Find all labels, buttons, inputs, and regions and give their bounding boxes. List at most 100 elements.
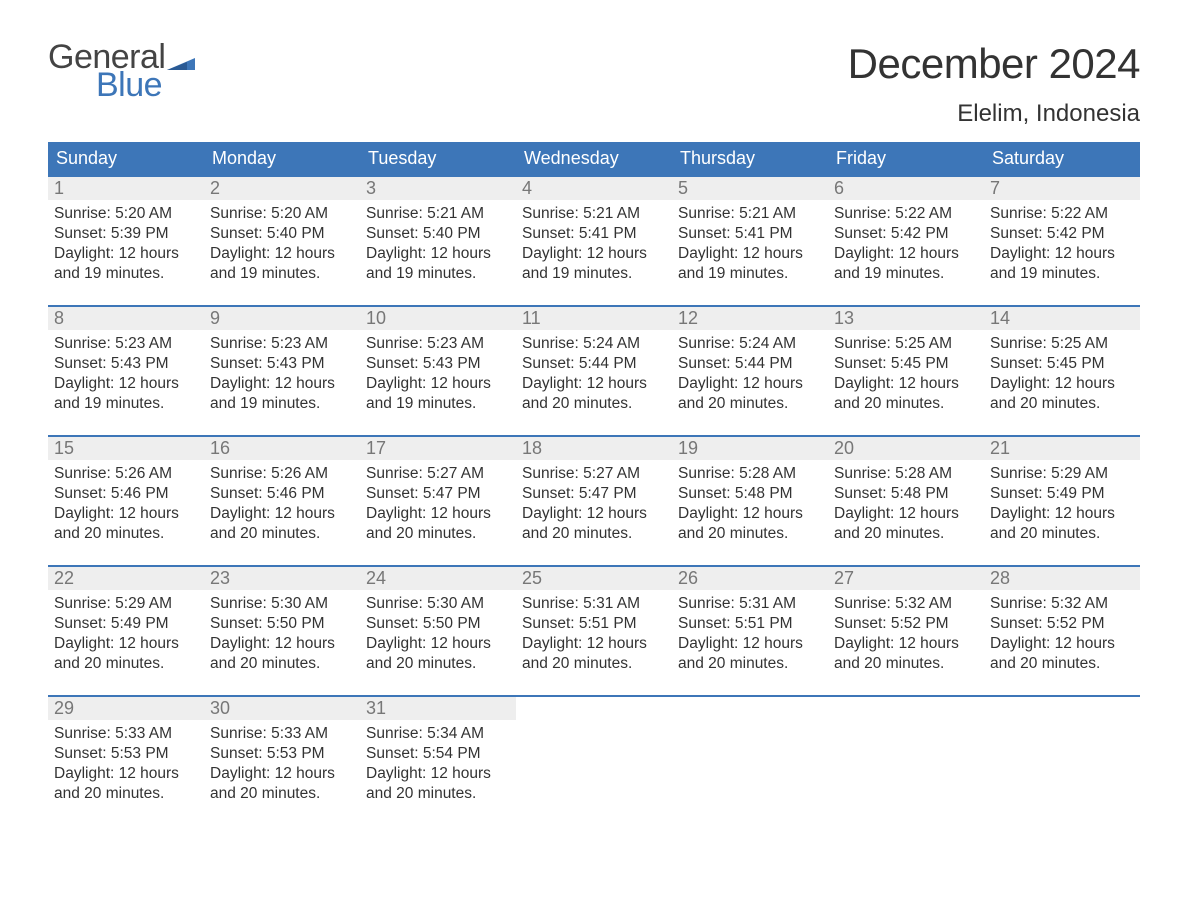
sunrise-text: Sunrise: 5:25 AM <box>834 334 978 354</box>
daylight-line1: Daylight: 12 hours <box>678 504 822 524</box>
sunrise-text: Sunrise: 5:25 AM <box>990 334 1134 354</box>
header: General Blue December 2024 Elelim, Indon… <box>48 40 1140 128</box>
daylight-line1: Daylight: 12 hours <box>54 244 198 264</box>
sunset-text: Sunset: 5:53 PM <box>210 744 354 764</box>
location-label: Elelim, Indonesia <box>848 100 1140 128</box>
daylight-line1: Daylight: 12 hours <box>366 634 510 654</box>
brand-logo: General Blue <box>48 40 195 102</box>
daylight-line2: and 19 minutes. <box>522 264 666 284</box>
sunset-text: Sunset: 5:42 PM <box>990 224 1134 244</box>
daylight-line2: and 20 minutes. <box>210 784 354 804</box>
day-number: 5 <box>672 177 828 200</box>
day-body: Sunrise: 5:30 AMSunset: 5:50 PMDaylight:… <box>204 590 360 675</box>
daylight-line2: and 20 minutes. <box>990 654 1134 674</box>
sunset-text: Sunset: 5:40 PM <box>366 224 510 244</box>
sunrise-text: Sunrise: 5:26 AM <box>210 464 354 484</box>
week-row: 8Sunrise: 5:23 AMSunset: 5:43 PMDaylight… <box>48 305 1140 435</box>
day-body: Sunrise: 5:33 AMSunset: 5:53 PMDaylight:… <box>48 720 204 805</box>
day-number: 7 <box>984 177 1140 200</box>
daylight-line2: and 20 minutes. <box>522 394 666 414</box>
day-cell: 6Sunrise: 5:22 AMSunset: 5:42 PMDaylight… <box>828 177 984 305</box>
daylight-line2: and 20 minutes. <box>54 784 198 804</box>
sunrise-text: Sunrise: 5:24 AM <box>678 334 822 354</box>
daylight-line1: Daylight: 12 hours <box>990 504 1134 524</box>
daylight-line2: and 19 minutes. <box>990 264 1134 284</box>
sunrise-text: Sunrise: 5:23 AM <box>54 334 198 354</box>
day-number: 2 <box>204 177 360 200</box>
day-number: 27 <box>828 567 984 590</box>
daylight-line1: Daylight: 12 hours <box>366 374 510 394</box>
sunset-text: Sunset: 5:52 PM <box>990 614 1134 634</box>
day-cell: 11Sunrise: 5:24 AMSunset: 5:44 PMDayligh… <box>516 307 672 435</box>
day-body: Sunrise: 5:21 AMSunset: 5:41 PMDaylight:… <box>672 200 828 285</box>
daylight-line2: and 20 minutes. <box>678 394 822 414</box>
daylight-line1: Daylight: 12 hours <box>210 244 354 264</box>
day-body: Sunrise: 5:23 AMSunset: 5:43 PMDaylight:… <box>48 330 204 415</box>
day-cell: 22Sunrise: 5:29 AMSunset: 5:49 PMDayligh… <box>48 567 204 695</box>
daylight-line2: and 20 minutes. <box>678 524 822 544</box>
sunrise-text: Sunrise: 5:23 AM <box>210 334 354 354</box>
day-cell: 12Sunrise: 5:24 AMSunset: 5:44 PMDayligh… <box>672 307 828 435</box>
sunset-text: Sunset: 5:43 PM <box>366 354 510 374</box>
day-number: 18 <box>516 437 672 460</box>
daylight-line2: and 20 minutes. <box>990 524 1134 544</box>
sunset-text: Sunset: 5:48 PM <box>834 484 978 504</box>
day-body: Sunrise: 5:24 AMSunset: 5:44 PMDaylight:… <box>672 330 828 415</box>
sunset-text: Sunset: 5:45 PM <box>990 354 1134 374</box>
daylight-line2: and 20 minutes. <box>522 524 666 544</box>
daylight-line1: Daylight: 12 hours <box>678 244 822 264</box>
daylight-line1: Daylight: 12 hours <box>366 504 510 524</box>
day-number: 31 <box>360 697 516 720</box>
sunset-text: Sunset: 5:47 PM <box>366 484 510 504</box>
daylight-line1: Daylight: 12 hours <box>522 374 666 394</box>
day-cell: 15Sunrise: 5:26 AMSunset: 5:46 PMDayligh… <box>48 437 204 565</box>
day-number: 14 <box>984 307 1140 330</box>
day-number: 25 <box>516 567 672 590</box>
day-cell: 28Sunrise: 5:32 AMSunset: 5:52 PMDayligh… <box>984 567 1140 695</box>
sunset-text: Sunset: 5:49 PM <box>990 484 1134 504</box>
sunrise-text: Sunrise: 5:21 AM <box>366 204 510 224</box>
day-body: Sunrise: 5:20 AMSunset: 5:39 PMDaylight:… <box>48 200 204 285</box>
daylight-line1: Daylight: 12 hours <box>522 634 666 654</box>
daylight-line1: Daylight: 12 hours <box>210 634 354 654</box>
day-body: Sunrise: 5:21 AMSunset: 5:41 PMDaylight:… <box>516 200 672 285</box>
day-cell <box>516 697 672 825</box>
daylight-line2: and 20 minutes. <box>210 654 354 674</box>
week-row: 29Sunrise: 5:33 AMSunset: 5:53 PMDayligh… <box>48 695 1140 825</box>
flag-icon <box>167 50 195 70</box>
day-number: 11 <box>516 307 672 330</box>
daylight-line2: and 20 minutes. <box>54 524 198 544</box>
day-cell: 30Sunrise: 5:33 AMSunset: 5:53 PMDayligh… <box>204 697 360 825</box>
day-number: 24 <box>360 567 516 590</box>
day-cell: 27Sunrise: 5:32 AMSunset: 5:52 PMDayligh… <box>828 567 984 695</box>
day-body: Sunrise: 5:27 AMSunset: 5:47 PMDaylight:… <box>360 460 516 545</box>
day-body: Sunrise: 5:28 AMSunset: 5:48 PMDaylight:… <box>672 460 828 545</box>
sunset-text: Sunset: 5:53 PM <box>54 744 198 764</box>
sunset-text: Sunset: 5:43 PM <box>54 354 198 374</box>
sunrise-text: Sunrise: 5:32 AM <box>834 594 978 614</box>
daylight-line1: Daylight: 12 hours <box>678 374 822 394</box>
day-cell <box>828 697 984 825</box>
day-number: 15 <box>48 437 204 460</box>
daylight-line1: Daylight: 12 hours <box>210 764 354 784</box>
day-cell: 18Sunrise: 5:27 AMSunset: 5:47 PMDayligh… <box>516 437 672 565</box>
logo-text-blue: Blue <box>96 68 195 102</box>
weekday-label: Wednesday <box>516 142 672 175</box>
daylight-line2: and 20 minutes. <box>366 524 510 544</box>
day-cell: 17Sunrise: 5:27 AMSunset: 5:47 PMDayligh… <box>360 437 516 565</box>
day-body: Sunrise: 5:22 AMSunset: 5:42 PMDaylight:… <box>828 200 984 285</box>
daylight-line1: Daylight: 12 hours <box>990 634 1134 654</box>
daylight-line2: and 19 minutes. <box>366 264 510 284</box>
sunset-text: Sunset: 5:51 PM <box>522 614 666 634</box>
sunrise-text: Sunrise: 5:28 AM <box>678 464 822 484</box>
daylight-line2: and 20 minutes. <box>678 654 822 674</box>
daylight-line1: Daylight: 12 hours <box>54 374 198 394</box>
weekday-label: Tuesday <box>360 142 516 175</box>
day-number: 12 <box>672 307 828 330</box>
daylight-line1: Daylight: 12 hours <box>990 374 1134 394</box>
sunrise-text: Sunrise: 5:34 AM <box>366 724 510 744</box>
sunset-text: Sunset: 5:52 PM <box>834 614 978 634</box>
day-body: Sunrise: 5:29 AMSunset: 5:49 PMDaylight:… <box>48 590 204 675</box>
daylight-line1: Daylight: 12 hours <box>54 634 198 654</box>
sunrise-text: Sunrise: 5:27 AM <box>522 464 666 484</box>
